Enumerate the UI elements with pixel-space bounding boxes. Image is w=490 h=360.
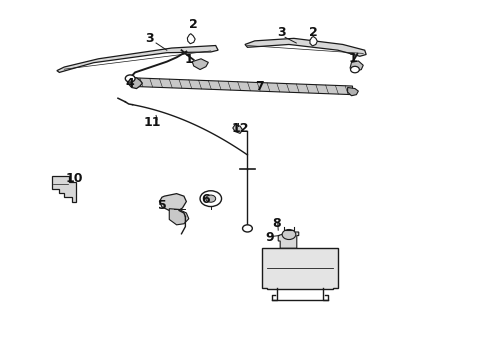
Polygon shape xyxy=(310,37,318,46)
Text: 2: 2 xyxy=(189,18,198,31)
Polygon shape xyxy=(133,78,352,95)
Polygon shape xyxy=(57,45,218,72)
Text: 10: 10 xyxy=(65,172,83,185)
Polygon shape xyxy=(128,78,143,89)
Polygon shape xyxy=(262,248,338,289)
Circle shape xyxy=(350,66,359,73)
Circle shape xyxy=(282,229,296,239)
Text: 1: 1 xyxy=(184,53,193,66)
Text: 4: 4 xyxy=(126,77,135,90)
Polygon shape xyxy=(347,87,358,96)
Text: 3: 3 xyxy=(146,32,154,45)
Text: 12: 12 xyxy=(231,122,249,135)
Text: 6: 6 xyxy=(201,193,210,206)
Polygon shape xyxy=(52,176,76,202)
Text: 5: 5 xyxy=(158,199,166,212)
Text: 7: 7 xyxy=(255,80,264,93)
Polygon shape xyxy=(159,194,186,212)
Polygon shape xyxy=(192,59,208,69)
Polygon shape xyxy=(245,39,366,56)
Polygon shape xyxy=(278,232,299,248)
Circle shape xyxy=(243,225,252,232)
Circle shape xyxy=(200,191,221,207)
Polygon shape xyxy=(187,34,195,44)
Text: 3: 3 xyxy=(277,27,286,40)
Text: 8: 8 xyxy=(272,216,281,230)
Polygon shape xyxy=(169,209,189,225)
Text: 1: 1 xyxy=(348,51,357,64)
Circle shape xyxy=(125,75,135,82)
Text: 9: 9 xyxy=(265,231,274,244)
Polygon shape xyxy=(350,61,363,72)
Polygon shape xyxy=(233,125,243,134)
Circle shape xyxy=(206,195,216,202)
Text: 2: 2 xyxy=(309,27,318,40)
Text: 11: 11 xyxy=(144,116,161,129)
